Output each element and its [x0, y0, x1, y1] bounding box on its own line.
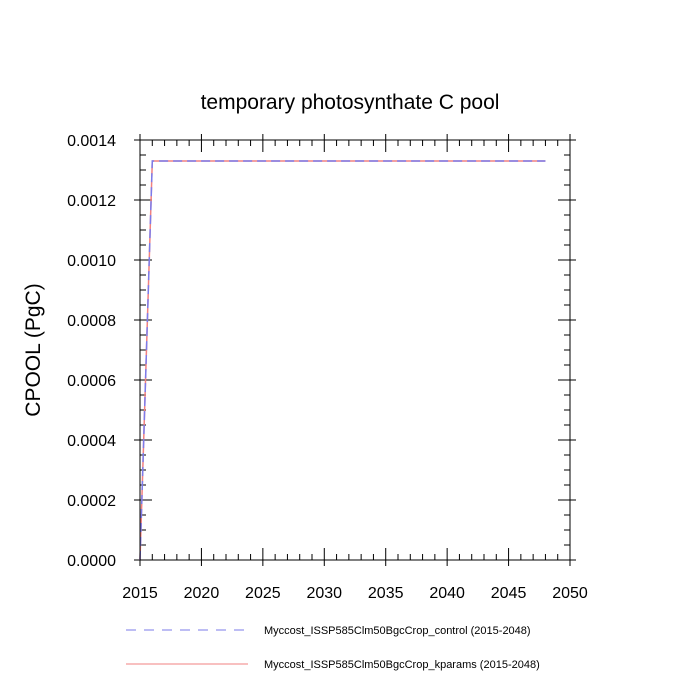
chart-title: temporary photosynthate C pool — [201, 91, 500, 114]
y-tick-label: 0.0010 — [67, 253, 116, 270]
y-tick-label: 0.0008 — [67, 313, 116, 330]
x-tick-label: 2015 — [122, 585, 158, 602]
x-tick-label: 2040 — [429, 585, 465, 602]
x-tick-label: 2045 — [491, 585, 527, 602]
legend-label-2: Myccost_ISSP585Clm50BgcCrop_kparams (201… — [264, 659, 540, 671]
x-tick-label: 2030 — [306, 585, 342, 602]
legend-label-1: Myccost_ISSP585Clm50BgcCrop_control (201… — [264, 625, 531, 637]
series-line-2 — [139, 160, 546, 561]
x-tick-label: 2020 — [184, 585, 220, 602]
y-tick-label: 0.0004 — [67, 433, 116, 450]
x-tick-label: 2025 — [245, 585, 281, 602]
y-tick-label: 0.0012 — [67, 193, 116, 210]
plot-frame — [139, 139, 571, 561]
plot-area: 2015 2020 2025 2030 2035 2040 2045 2050 0.0000 0.… — [67, 133, 588, 602]
x-tick-label: 2050 — [552, 585, 588, 602]
y-tick-label: 0.0014 — [67, 133, 116, 150]
y-axis-label: CPOOL (PgC) — [22, 283, 45, 416]
legend: Myccost_ISSP585Clm50BgcCrop_control (201… — [126, 625, 540, 671]
y-tick-label: 0.0006 — [67, 373, 116, 390]
y-tick-label: 0.0000 — [67, 553, 116, 570]
series-line-1 — [139, 160, 546, 561]
x-tick-label: 2035 — [368, 585, 404, 602]
y-tick-label: 0.0002 — [67, 493, 116, 510]
